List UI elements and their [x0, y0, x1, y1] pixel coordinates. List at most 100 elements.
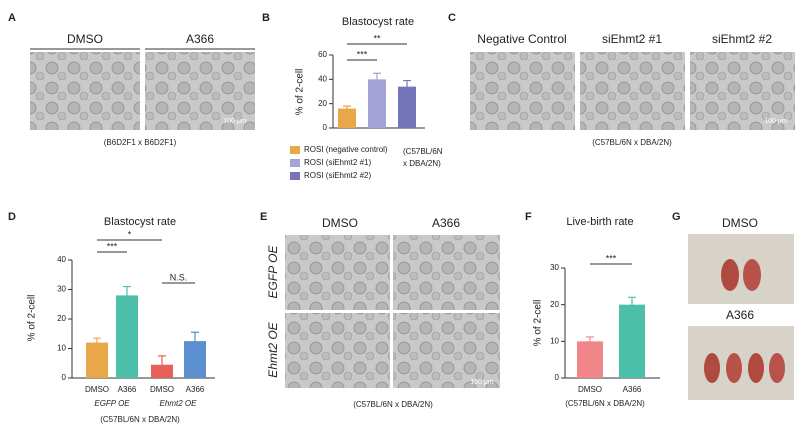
group-label: EGFP OE: [94, 399, 130, 408]
x-tick-label: DMSO: [85, 385, 109, 394]
bar: [619, 304, 645, 378]
chart-title: Blastocyst rate: [342, 16, 414, 28]
error-bar: [123, 285, 131, 305]
caption: (C57BL/6N x DBA/2N): [565, 399, 645, 408]
micrograph: [393, 235, 500, 310]
y-tick-label: 10: [57, 344, 66, 353]
error-bar: [628, 296, 636, 312]
significance-label: **: [373, 33, 381, 43]
y-tick-label: 20: [550, 300, 559, 309]
micrograph: [145, 52, 255, 130]
legend-label: ROSI (siEhmt2 #1): [304, 158, 371, 167]
micrograph: [285, 313, 390, 388]
significance-label: ***: [357, 49, 368, 59]
micrograph: [285, 235, 390, 310]
y-tick-label: 0: [62, 373, 67, 382]
caption: (B6D2F1 x B6D2F1): [104, 138, 177, 147]
scale-bar: 100 μm: [764, 118, 788, 125]
bar: [86, 342, 108, 378]
y-tick-label: 30: [57, 285, 66, 294]
error-bar: [586, 336, 594, 346]
group-label: Ehmt2 OE: [160, 399, 198, 408]
legend-swatch: [290, 172, 300, 180]
panel-letter: A: [8, 12, 16, 24]
y-axis-label: % of 2-cell: [295, 69, 306, 116]
column-label: Negative Control: [477, 32, 566, 46]
significance-label: ***: [606, 253, 617, 263]
significance-label: ***: [107, 241, 118, 251]
chart-title: Live-birth rate: [566, 216, 633, 228]
column-label: A366: [432, 216, 460, 230]
y-tick-label: 40: [318, 74, 327, 83]
pup: [743, 259, 761, 291]
panel-letter: E: [260, 211, 267, 223]
y-tick-label: 20: [57, 314, 66, 323]
x-tick-label: DMSO: [150, 385, 174, 394]
bar: [398, 86, 416, 128]
panel-letter: F: [525, 211, 532, 223]
column-label: DMSO: [322, 216, 358, 230]
y-axis-label: % of 2-cell: [27, 295, 38, 342]
error-bar: [373, 72, 381, 86]
error-bar: [93, 337, 101, 348]
y-tick-label: 10: [550, 336, 559, 345]
error-bar: [403, 79, 411, 93]
y-tick-label: 0: [323, 123, 328, 132]
significance-label: *: [128, 229, 132, 239]
scale-bar: 100 μm: [223, 118, 247, 125]
scale-bar: 100 μm: [470, 379, 494, 386]
legend-label: ROSI (negative control): [304, 145, 388, 154]
chart-title: Blastocyst rate: [104, 216, 176, 228]
pup: [726, 353, 742, 383]
y-tick-label: 0: [555, 373, 560, 382]
micrograph: [30, 52, 140, 130]
column-label: DMSO: [722, 216, 758, 230]
error-bar: [343, 105, 351, 111]
x-tick-label: A366: [623, 385, 642, 394]
column-label: siEhmt2 #1: [602, 32, 662, 46]
bar: [577, 341, 603, 378]
panel-letter: C: [448, 12, 456, 24]
x-tick-label: DMSO: [578, 385, 602, 394]
micrograph: [393, 313, 500, 388]
bar: [338, 108, 356, 128]
y-tick-label: 60: [318, 50, 327, 59]
micrograph: [690, 52, 795, 130]
photo: [688, 234, 794, 304]
legend-label: ROSI (siEhmt2 #2): [304, 171, 371, 180]
legend-swatch: [290, 146, 300, 154]
row-label: EGFP OE: [266, 245, 280, 299]
bar: [116, 295, 138, 378]
pup: [721, 259, 739, 291]
y-axis-label: % of 2-cell: [533, 300, 544, 347]
column-label: A366: [186, 32, 214, 46]
micrograph: [470, 52, 575, 130]
pup: [704, 353, 720, 383]
caption: (C57BL/6N x DBA/2N): [100, 415, 180, 424]
panel-letter: D: [8, 211, 16, 223]
caption: x DBA/2N): [403, 159, 441, 168]
column-label: DMSO: [67, 32, 103, 46]
legend-swatch: [290, 159, 300, 167]
y-tick-label: 20: [318, 99, 327, 108]
bar: [184, 341, 206, 378]
pup: [769, 353, 785, 383]
caption: (C57BL/6N x DBA/2N): [592, 138, 672, 147]
pup: [748, 353, 764, 383]
x-tick-label: A366: [118, 385, 137, 394]
column-label: A366: [726, 308, 754, 322]
micrograph: [580, 52, 685, 130]
caption: (C57BL/6N x DBA/2N): [353, 400, 433, 409]
caption: (C57BL/6N: [403, 147, 443, 156]
error-bar: [158, 355, 166, 374]
bar: [368, 79, 386, 128]
row-label: Ehmt2 OE: [266, 321, 280, 377]
panel-letter: B: [262, 12, 270, 24]
panel-letter: G: [672, 211, 681, 223]
significance-label: N.S.: [170, 272, 188, 282]
y-tick-label: 40: [57, 255, 66, 264]
y-tick-label: 30: [550, 263, 559, 272]
x-tick-label: A366: [186, 385, 205, 394]
error-bar: [191, 331, 199, 350]
